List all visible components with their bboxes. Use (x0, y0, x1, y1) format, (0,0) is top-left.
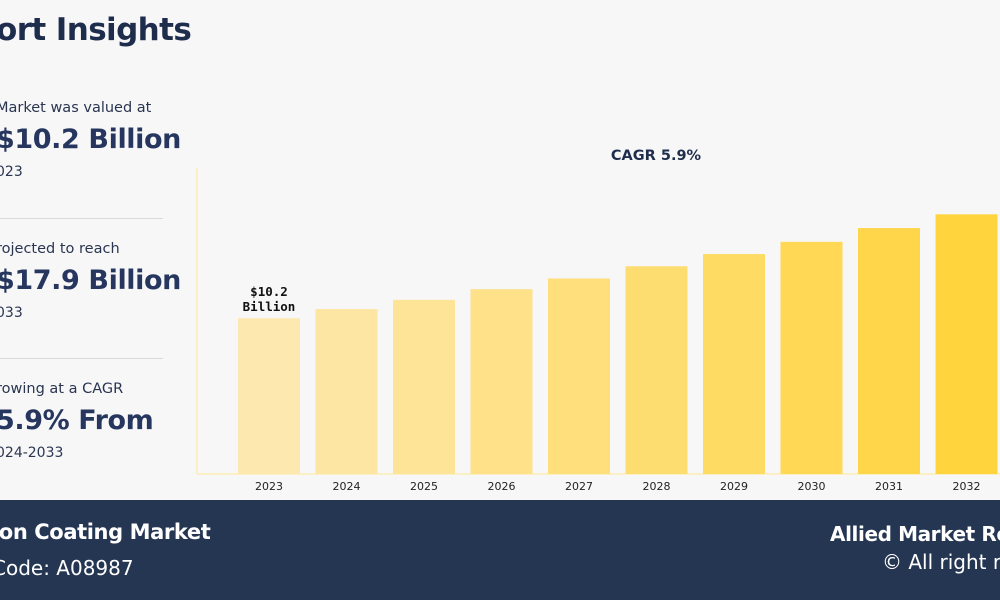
bar-2032 (935, 214, 998, 475)
x-tick-label: 2025 (410, 480, 438, 493)
footer-report-title: ion Coating Market (0, 520, 211, 544)
bar-2027 (548, 278, 610, 474)
page-title: ort Insights (0, 12, 192, 48)
x-tick-label: 2032 (953, 480, 981, 493)
bar-2031 (858, 228, 920, 474)
x-tick-label: 2029 (720, 480, 748, 493)
x-tick-label: 2023 (255, 480, 283, 493)
stat-intro: rowing at a CAGR (0, 381, 124, 397)
footer-brand: Allied Market Re (830, 522, 1000, 546)
bar-2023 (238, 318, 300, 474)
bar-2028 (625, 266, 688, 474)
stat-value: $10.2 Billion (0, 124, 181, 155)
projected-value-stat: rojected to reach $17.9 Billion 033 (0, 241, 181, 321)
bar-2026 (470, 289, 533, 474)
x-tick-label: 2024 (333, 480, 361, 493)
footer: ion Coating Market Code: A08987 Allied M… (0, 500, 1000, 600)
bar-2025 (393, 299, 455, 474)
data-label: Billion (243, 299, 296, 314)
cagr-stat: rowing at a CAGR 5.9% From 024-2033 (0, 381, 166, 461)
stat-intro: rojected to reach (0, 241, 120, 257)
x-tick-label: 2026 (488, 480, 516, 493)
market-size-bar-chart: CAGR 5.9% 2023 2024 2025 2026 2027 2028 2029 203… (196, 148, 1000, 493)
stat-year: 024-2033 (0, 445, 64, 461)
market-value-stat: Market was valued at $10.2 Billion 023 (0, 100, 181, 180)
footer-report-code: Code: A08987 (0, 556, 134, 580)
x-tick-label: 2028 (643, 480, 671, 493)
stat-value: $17.9 Billion (0, 265, 181, 296)
stat-divider (0, 358, 163, 359)
x-tick-label: 2031 (875, 480, 903, 493)
bar-2024 (315, 309, 378, 474)
stat-year: 023 (0, 164, 23, 180)
stat-value: 5.9% From (0, 405, 154, 436)
footer-rights: © All right r (882, 550, 1000, 574)
bar-2030 (780, 241, 843, 474)
data-label: $10.2 (250, 284, 288, 299)
stat-intro: Market was valued at (0, 100, 152, 116)
stat-divider (0, 218, 163, 219)
chart-title: CAGR 5.9% (611, 148, 702, 164)
bar-2029 (703, 254, 765, 474)
x-tick-label: 2030 (798, 480, 826, 493)
stat-year: 033 (0, 305, 23, 321)
x-tick-label: 2027 (565, 480, 593, 493)
